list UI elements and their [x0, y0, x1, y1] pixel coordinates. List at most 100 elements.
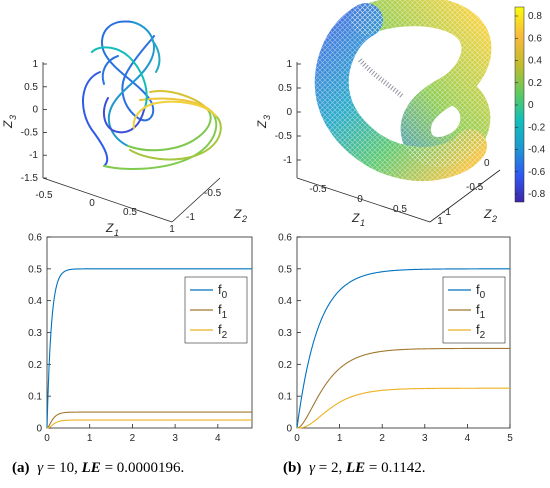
xtick-label: 0 [89, 198, 95, 209]
svg-text:2: 2 [241, 214, 247, 224]
series-line-f2 [46, 419, 252, 429]
ytick-label: 0.1 [278, 392, 292, 403]
legend-label-f1: f1 [476, 302, 486, 321]
xtick-label: 0.5 [123, 207, 137, 218]
caption-a-label: (a) [12, 460, 30, 476]
xtick-label: 3 [422, 433, 428, 444]
panel-a-yticks: -0.5 -1 [186, 188, 222, 223]
ytick-label: 0.2 [278, 360, 292, 371]
colorbar [514, 6, 525, 203]
ytick-label: 0 [36, 424, 42, 435]
ztick-label: -1.5 [21, 173, 39, 184]
ztick-label: 0 [286, 107, 292, 118]
ztick-label: 0 [32, 105, 38, 116]
legend-label-f0: f0 [218, 282, 228, 301]
colorbar-tick-label: -0.4 [528, 145, 546, 156]
caption-a: (a) γ = 10, LE = 0.0000196. [12, 460, 184, 476]
legend-label-f0: f0 [476, 282, 486, 301]
caption-b-le: LE [345, 460, 365, 476]
series-line-f1 [296, 347, 510, 429]
colorbar-tick-label: 0.8 [528, 11, 542, 22]
svg-text:2: 2 [491, 214, 497, 224]
ztick-label: -0.5 [275, 131, 293, 142]
panel-b-ylabel: Z 2 [483, 207, 497, 224]
colorbar-tick-label: -0.8 [528, 189, 546, 200]
ytick-label: 0.2 [28, 360, 42, 371]
colorbar-tick-label: 0.2 [528, 78, 542, 89]
series-line-f0 [46, 268, 252, 429]
xtick-label: -0.5 [35, 190, 53, 201]
panel-b-xlabel: Z 1 [351, 211, 365, 228]
colorbar-tick-label: 0.4 [528, 56, 542, 67]
panel-b-zlabel: Z 3 [255, 115, 272, 129]
caption-b-label: (b) [283, 460, 301, 476]
panel-b-xticks: -0.5 0 0.5 1 [309, 184, 443, 227]
ytick-label: 0.5 [28, 264, 42, 275]
xtick-label: 1 [87, 433, 93, 444]
xtick-label: 4 [215, 433, 221, 444]
xtick-label: 1 [169, 224, 175, 235]
legend-label-f1: f1 [218, 302, 228, 321]
panel-a-zlabel: Z 3 [1, 115, 18, 129]
xtick-label: 2 [130, 433, 136, 444]
svg-text:Z: Z [255, 120, 269, 129]
colorbar-tick-label: -0.2 [528, 122, 546, 133]
svg-text:Z: Z [105, 221, 114, 235]
ztick-label: 1 [286, 59, 292, 70]
ytick-label: 0.3 [28, 328, 42, 339]
ztick-label: 1 [32, 59, 38, 70]
svg-text:Z: Z [233, 207, 242, 221]
panel-b-yticks: 0 -0.5 -1 [442, 158, 490, 218]
caption-b-eq1: = 2, [315, 460, 346, 476]
ytick-label: 0.4 [28, 296, 42, 307]
svg-text:(b) γ = 2, LE = 0.1142.: (b) γ = 2, LE = 0.1142. [283, 460, 426, 476]
caption-b-eq2: = 0.1142. [365, 460, 425, 476]
ytick-label: 0 [286, 424, 292, 435]
panel-a-trajectory [81, 20, 222, 170]
svg-text:1: 1 [360, 218, 365, 228]
colorbar-tick-label: 0 [528, 100, 534, 111]
panel-a-xticks: -0.5 0 0.5 1 [35, 190, 175, 235]
ytick-label: 0.4 [278, 296, 292, 307]
series-line-f1 [46, 411, 252, 429]
caption-a-eq1: = 10, [43, 460, 81, 476]
legend-label-f2: f2 [476, 322, 486, 341]
ztick-label: 0.5 [278, 83, 292, 94]
ytick-label: 0 [484, 158, 490, 169]
ytick-label: -1 [442, 207, 451, 218]
svg-text:3: 3 [8, 115, 18, 120]
ztick-label: -1 [283, 155, 292, 166]
ztick-label: -1 [29, 150, 38, 161]
ytick-label: 0.6 [28, 233, 42, 244]
colorbar-tick-label: 0.6 [528, 33, 542, 44]
caption-a-le: LE [81, 460, 101, 476]
ytick-label: -1 [186, 212, 195, 223]
svg-text:Z: Z [483, 207, 492, 221]
panel-a-3d: 1 0.5 0 -0.5 -1 -1.5 -0.5 0 0.5 1 -0.5 -1 Z 3 [1, 20, 247, 238]
xtick-label: 5 [507, 433, 513, 444]
legend-label-f2: f2 [218, 322, 228, 341]
ytick-label: -0.5 [204, 188, 222, 199]
colorbar-ticks: 0.8 0.6 0.4 0.2 0 -0.2 -0.4 -0.6 -0.8 [515, 11, 546, 200]
caption-b-greek: γ [309, 460, 316, 476]
xtick-label: 0 [294, 433, 300, 444]
xtick-label: -0.5 [309, 184, 327, 195]
xtick-label: 0 [44, 433, 50, 444]
xtick-label: 1 [437, 216, 443, 227]
caption-a-eq2: = 0.0000196. [101, 460, 184, 476]
panel-a-zticks: 1 0.5 0 -0.5 -1 -1.5 [21, 59, 47, 184]
panel-a-ylabel: Z 2 [233, 207, 247, 224]
xtick-label: 2 [379, 433, 385, 444]
ytick-label: -0.5 [466, 182, 484, 193]
xtick-label: 0.5 [393, 204, 407, 215]
svg-text:1: 1 [114, 228, 119, 238]
panel-a-xlabel: Z 1 [105, 221, 119, 238]
series-line-f0 [296, 268, 510, 429]
xtick-label: 4 [465, 433, 471, 444]
xtick-label: 3 [172, 433, 178, 444]
svg-text:Z: Z [1, 120, 15, 129]
panel-b-surface [314, 0, 492, 181]
svg-text:Z: Z [351, 211, 360, 225]
svg-text:3: 3 [262, 115, 272, 120]
